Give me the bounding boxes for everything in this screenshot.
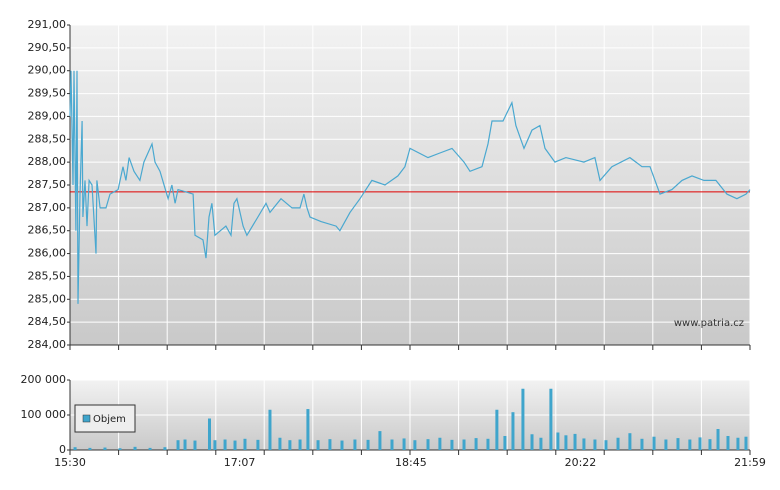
volume-bar: [652, 436, 656, 450]
y-tick-label: 284,50: [28, 315, 67, 328]
volume-bar: [462, 439, 466, 450]
x-tick-label: 15:30: [54, 456, 86, 469]
volume-bar: [193, 440, 197, 450]
y-tick-label: 289,00: [28, 109, 67, 122]
volume-bar: [183, 439, 187, 450]
volume-bar: [486, 438, 490, 450]
volume-bar: [353, 439, 357, 450]
x-tick-label: 20:22: [565, 456, 597, 469]
volume-bar: [223, 439, 227, 450]
y-tick-label: 288,00: [28, 155, 67, 168]
volume-bar: [73, 447, 77, 450]
y-tick-label: 289,50: [28, 87, 67, 100]
volume-bar: [413, 440, 417, 450]
y-tick-label: 285,50: [28, 269, 67, 282]
watermark: www.patria.cz: [674, 318, 744, 329]
volume-bar: [495, 409, 499, 450]
volume-bar: [213, 440, 217, 450]
legend-label: Objem: [93, 414, 126, 425]
volume-bar: [148, 447, 152, 450]
y-tick-label: 285,00: [28, 292, 67, 305]
volume-bar: [366, 439, 370, 450]
volume-bar: [268, 409, 272, 450]
volume-bar: [582, 438, 586, 450]
x-tick-label: 18:45: [395, 456, 427, 469]
volume-bar: [306, 409, 310, 450]
volume-bar: [604, 440, 608, 450]
y-tick-label: 291,00: [28, 18, 67, 31]
legend-swatch: [82, 414, 91, 423]
volume-bar: [503, 436, 507, 450]
volume-bar: [616, 437, 620, 450]
volume-bar: [118, 448, 122, 450]
volume-bar: [688, 439, 692, 450]
volume-bar: [564, 435, 568, 450]
volume-bar: [549, 388, 553, 450]
y-tick-label: 287,50: [28, 178, 67, 191]
y-tick-label: 200 000: [21, 373, 67, 386]
volume-bar: [573, 433, 577, 450]
volume-bar: [521, 388, 525, 450]
y-tick-label: 288,50: [28, 132, 67, 145]
volume-bar: [593, 439, 597, 450]
volume-bar: [88, 447, 92, 450]
volume-bar: [511, 412, 515, 450]
price-line: [69, 70, 751, 304]
volume-bar: [474, 438, 478, 450]
volume-bar: [698, 437, 702, 450]
volume-bar: [556, 432, 560, 450]
volume-bar: [726, 436, 730, 450]
volume-bar: [640, 438, 644, 450]
y-tick-label: 0: [59, 443, 66, 456]
volume-bar: [450, 439, 454, 450]
y-tick-label: 284,00: [28, 338, 67, 351]
volume-bar: [664, 439, 668, 450]
volume-bar: [328, 439, 332, 450]
y-tick-label: 287,00: [28, 201, 67, 214]
volume-bar: [744, 436, 748, 450]
volume-bar: [103, 447, 107, 450]
volume-bar: [243, 438, 247, 450]
volume-bar: [278, 437, 282, 450]
volume-bar: [340, 440, 344, 450]
volume-bar: [530, 434, 534, 450]
volume-bar: [402, 438, 406, 450]
volume-bar: [716, 429, 720, 450]
y-tick-label: 290,50: [28, 41, 67, 54]
volume-bar: [133, 446, 137, 450]
x-tick-label: 21:59: [734, 456, 766, 469]
volume-bar: [298, 439, 302, 450]
volume-bar: [426, 439, 430, 450]
y-tick-label: 100 000: [21, 408, 67, 421]
y-tick-label: 290,00: [28, 64, 67, 77]
volume-bar: [736, 437, 740, 450]
volume-bar: [163, 447, 167, 450]
volume-bar: [676, 438, 680, 450]
y-tick-label: 286,50: [28, 224, 67, 237]
volume-bar: [256, 439, 260, 450]
volume-bar: [390, 439, 394, 450]
volume-bar: [176, 440, 180, 450]
volume-bar: [288, 440, 292, 450]
volume-bar: [316, 440, 320, 450]
volume-bar: [628, 433, 632, 450]
volume-bar: [233, 440, 237, 450]
y-tick-label: 286,00: [28, 247, 67, 260]
volume-bar: [378, 431, 382, 450]
volume-bar: [207, 418, 211, 450]
x-tick-label: 17:07: [224, 456, 256, 469]
volume-bar: [539, 437, 543, 450]
volume-bar: [438, 437, 442, 450]
volume-bar: [708, 439, 712, 450]
